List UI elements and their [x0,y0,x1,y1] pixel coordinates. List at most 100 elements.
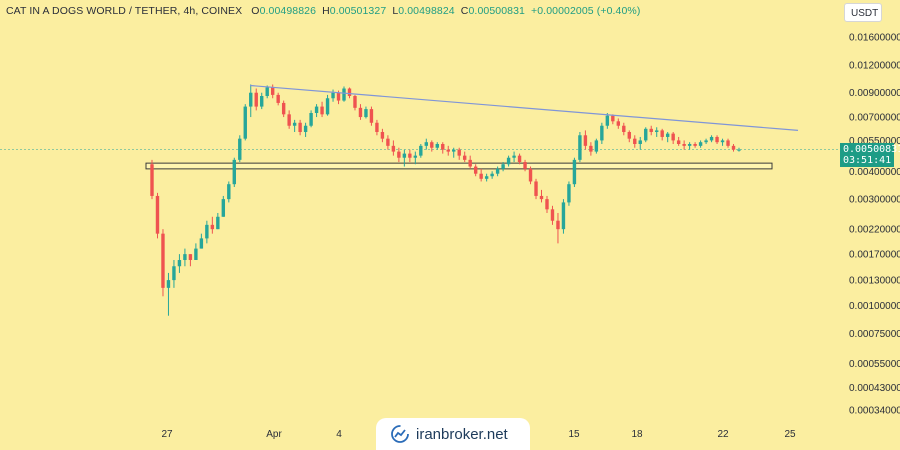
candle [671,131,675,145]
candle [594,138,599,154]
candle [419,144,423,158]
candle [216,212,220,230]
candle [627,130,631,143]
candle [194,243,198,261]
price-tick-label: 0.00043000 [849,383,900,394]
candle [638,136,642,150]
candle [523,159,527,172]
price-tick-label: 0.00900000 [849,88,900,99]
candle [397,147,401,163]
candle [528,166,533,185]
time-axis[interactable]: 27 Apr 4 15 18 22 25 [161,429,796,440]
candlestick-series [150,84,741,316]
symbol-header: CAT IN A DOGS WORLD / TETHER, 4h, COINEX… [6,5,640,17]
candle [687,142,692,150]
candle [704,138,708,145]
candle [682,140,686,150]
price-tick-label: 0.01200000 [849,60,900,71]
price-tick-label: 0.00130000 [849,276,900,287]
currency-selector[interactable]: USDT [844,3,882,22]
candle [375,119,379,136]
candle [583,130,588,150]
candle [424,138,428,150]
candle [364,106,368,119]
candle [534,178,538,200]
candle [605,112,610,129]
close-value: 0.00500831 [468,5,525,17]
candle [166,272,171,316]
candle [221,195,226,217]
candle [150,159,154,200]
watermark-text: iranbroker.net [416,425,508,443]
candle [303,122,308,137]
candle [177,254,182,273]
candle [205,220,209,244]
candle [501,162,505,172]
candle [287,110,291,129]
candle [473,164,478,177]
candle [495,166,500,177]
candle [309,110,313,128]
time-tick-label: 27 [161,429,173,440]
candle [232,157,236,187]
symbol-title: CAT IN A DOGS WORLD / TETHER, 4h, COINEX [6,5,243,17]
candle [260,92,264,110]
candle [578,131,582,163]
candle [292,119,297,132]
time-tick-label: 4 [336,429,342,440]
support-zone[interactable] [145,162,773,170]
price-tick-label: 0.00100000 [849,301,900,312]
price-tick-label: 0.00700000 [849,113,900,124]
candle [539,189,544,203]
candle [276,92,280,106]
price-tick-label: 0.00220000 [849,225,900,236]
time-tick-label: 18 [631,429,643,440]
price-tick-label: 0.01600000 [849,33,900,44]
candle [369,106,374,126]
candle [611,114,615,125]
candle [726,138,730,148]
candle [298,119,302,136]
candle [512,151,516,163]
candle [490,171,494,179]
candle [484,173,489,182]
high-value: 0.00501327 [329,5,387,17]
open-value: 0.00498826 [259,5,317,17]
price-axis[interactable]: 0.01600000 0.01200000 0.00900000 0.00700000… [849,33,900,417]
candle [161,229,165,297]
candle [720,138,725,146]
watermark: iranbroker.net [376,418,530,450]
bar-countdown: 03:51:41 [843,155,892,166]
change-value: +0.00002005 (+0.40%) [531,5,641,17]
high-label: H [322,5,330,17]
resistance-trendline[interactable] [249,84,799,131]
candle [402,149,407,167]
candle [665,131,670,143]
low-value: 0.00498824 [398,5,455,17]
last-price-value: 0.00500831 [843,144,900,155]
candle [457,147,461,160]
candle [676,136,681,146]
candle [698,140,703,148]
candle [386,135,390,150]
candle [660,128,664,141]
open-label: O [251,5,260,17]
candle [342,86,346,102]
candle [600,122,604,145]
candle [567,181,571,206]
candle [358,104,363,120]
time-tick-label: 25 [784,429,796,440]
candle [737,147,741,152]
candle [633,135,637,148]
candle [655,127,659,137]
price-tick-label: 0.00170000 [849,250,900,261]
price-tick-label: 0.00034000 [849,406,900,417]
candle [281,100,286,118]
trend-logo-icon [391,425,409,443]
candle [243,104,247,141]
candle [408,149,412,163]
candle [199,233,204,249]
price-tick-label: 0.00550000 [849,136,900,147]
candle [506,155,511,167]
